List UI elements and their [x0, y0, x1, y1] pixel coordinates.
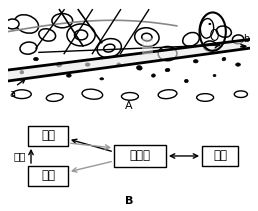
Ellipse shape — [20, 71, 24, 74]
Ellipse shape — [20, 42, 37, 54]
Polygon shape — [8, 39, 250, 81]
Text: 血浆: 血浆 — [41, 130, 55, 142]
Ellipse shape — [75, 30, 88, 40]
Text: 淡巴: 淡巴 — [41, 169, 55, 183]
Ellipse shape — [6, 19, 19, 29]
Text: a: a — [10, 89, 15, 99]
Ellipse shape — [236, 63, 240, 66]
Ellipse shape — [67, 74, 71, 77]
Text: 高顿
财经: 高顿 财经 — [143, 39, 151, 53]
Ellipse shape — [208, 23, 211, 25]
Ellipse shape — [183, 32, 199, 46]
Ellipse shape — [135, 28, 159, 46]
Ellipse shape — [97, 39, 121, 58]
Ellipse shape — [194, 60, 198, 63]
Ellipse shape — [57, 62, 62, 67]
Ellipse shape — [34, 57, 38, 61]
Ellipse shape — [14, 15, 38, 33]
Text: B: B — [125, 196, 133, 206]
Ellipse shape — [165, 68, 170, 72]
Ellipse shape — [215, 30, 217, 32]
Text: A: A — [125, 101, 133, 111]
Ellipse shape — [222, 57, 226, 61]
Ellipse shape — [213, 74, 216, 77]
Ellipse shape — [39, 29, 56, 41]
Ellipse shape — [104, 44, 115, 52]
Ellipse shape — [142, 33, 152, 41]
Ellipse shape — [100, 78, 104, 80]
FancyBboxPatch shape — [114, 145, 166, 167]
Ellipse shape — [52, 14, 72, 28]
Text: 细胞: 细胞 — [213, 149, 227, 162]
Ellipse shape — [216, 26, 231, 37]
Ellipse shape — [67, 24, 95, 46]
Ellipse shape — [117, 63, 120, 66]
Text: 回流: 回流 — [13, 151, 26, 161]
Ellipse shape — [136, 66, 142, 70]
Ellipse shape — [184, 79, 188, 83]
Ellipse shape — [232, 35, 244, 44]
FancyBboxPatch shape — [28, 126, 68, 146]
Ellipse shape — [85, 63, 90, 66]
Ellipse shape — [158, 46, 177, 61]
Text: b: b — [243, 34, 249, 44]
FancyBboxPatch shape — [202, 146, 238, 166]
FancyBboxPatch shape — [28, 166, 68, 186]
Ellipse shape — [151, 74, 155, 77]
Text: 组织液: 组织液 — [130, 149, 150, 162]
Ellipse shape — [203, 41, 216, 51]
